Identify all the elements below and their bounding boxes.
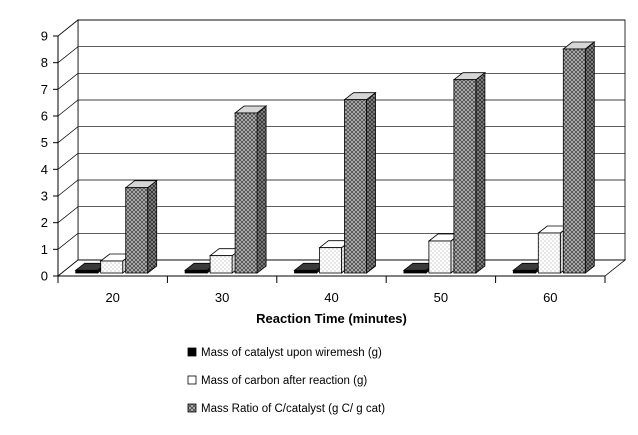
x-tick-label: 40 <box>324 290 338 305</box>
gridline <box>57 72 625 90</box>
bar <box>343 91 377 274</box>
y-tick-label: 1 <box>41 242 48 257</box>
y-tick-label: 9 <box>41 29 48 44</box>
y-tick-label: 7 <box>41 82 48 97</box>
gridline <box>57 206 625 223</box>
bar-front <box>75 269 99 274</box>
x-tick-label: 60 <box>543 290 557 305</box>
legend-swatch <box>187 403 197 413</box>
x-axis-title: Reaction Time (minutes) <box>256 311 407 326</box>
legend-label: Mass Ratio of C/catalyst (g C/ g cat) <box>201 403 385 415</box>
y-tick-label: 0 <box>41 269 48 284</box>
bar-front <box>234 112 258 274</box>
gridline <box>57 99 625 117</box>
y-tick-label: 8 <box>41 55 48 70</box>
gridline <box>57 19 625 37</box>
bar-front <box>344 99 367 274</box>
legend-label: Mass of carbon after reaction (g) <box>201 375 367 387</box>
y-tick-label: 4 <box>41 162 48 177</box>
x-tick-label: 50 <box>434 290 448 305</box>
bar-front <box>403 269 427 274</box>
bar-front <box>125 187 149 274</box>
bar <box>233 105 268 274</box>
bar-front <box>294 269 317 274</box>
legend-swatch <box>187 375 197 385</box>
bar-front <box>100 260 124 274</box>
bar-front <box>453 79 477 274</box>
bar-front <box>562 48 586 274</box>
bar-side <box>256 105 267 274</box>
legend-label: Mass of catalyst upon wiremesh (g) <box>201 347 382 359</box>
bar <box>124 179 158 274</box>
bar <box>562 41 596 274</box>
y-tick-label: 2 <box>41 215 48 230</box>
bar-front <box>428 240 452 274</box>
bar-side <box>475 71 486 274</box>
gridline <box>57 179 625 197</box>
gridline <box>57 46 625 63</box>
bar-side <box>366 91 376 274</box>
bar-front <box>512 269 536 274</box>
y-tick-label: 5 <box>41 135 48 150</box>
bar-front <box>319 247 342 274</box>
bar <box>452 71 487 274</box>
gridline <box>57 152 625 170</box>
bar-front <box>184 269 208 274</box>
y-tick-label: 6 <box>41 109 48 124</box>
bar-side <box>584 41 595 274</box>
gridline <box>57 126 625 143</box>
bar-front <box>537 232 561 274</box>
bar-side <box>147 179 158 274</box>
side-wall <box>57 19 79 277</box>
bar <box>427 233 462 274</box>
legend-swatch <box>187 347 197 357</box>
x-tick-label: 30 <box>215 290 229 305</box>
bar-front <box>209 255 233 274</box>
x-tick-label: 20 <box>105 290 119 305</box>
gridline <box>57 232 625 250</box>
y-tick-label: 3 <box>41 189 48 204</box>
